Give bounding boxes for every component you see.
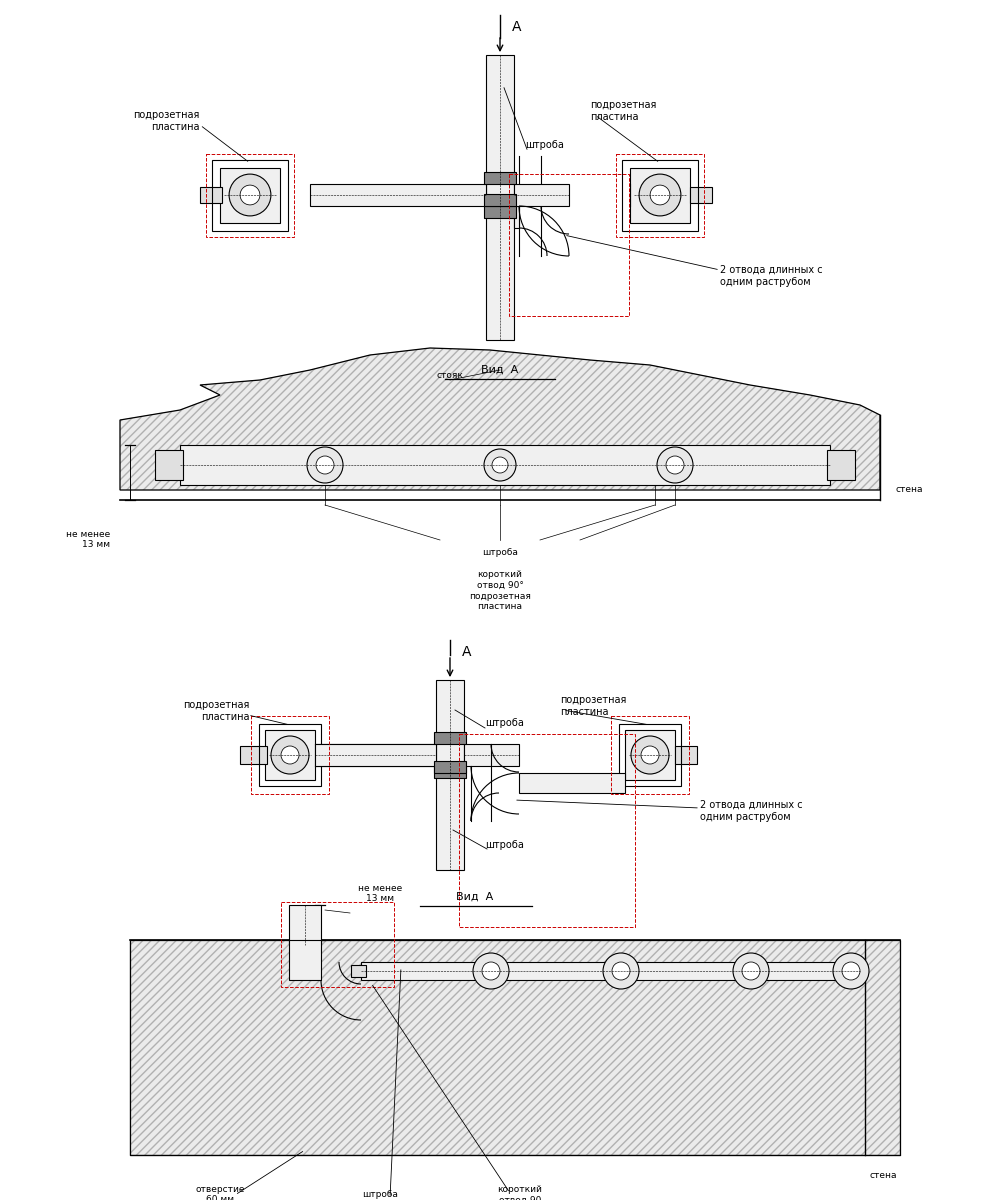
Bar: [351, 965, 366, 977]
Text: стена: стена: [895, 486, 922, 494]
Circle shape: [641, 746, 659, 764]
Bar: [212, 160, 288, 230]
Bar: [251, 716, 329, 794]
Text: подрозетная
пластина: подрозетная пластина: [184, 700, 250, 721]
Circle shape: [473, 953, 509, 989]
Bar: [434, 732, 466, 744]
Bar: [827, 450, 855, 480]
Circle shape: [307, 446, 343, 482]
Circle shape: [631, 736, 669, 774]
Circle shape: [657, 446, 693, 482]
Bar: [611, 716, 689, 794]
Bar: [514, 184, 569, 206]
Text: 2 отвода длинных с
одним раструбом: 2 отвода длинных с одним раструбом: [720, 265, 823, 287]
Bar: [616, 154, 704, 236]
Text: штроба: штроба: [485, 718, 524, 728]
Bar: [675, 746, 697, 764]
Bar: [434, 761, 466, 773]
Circle shape: [482, 962, 500, 980]
Circle shape: [240, 185, 260, 205]
Circle shape: [833, 953, 869, 989]
Text: подрозетная
пластина: подрозетная пластина: [134, 110, 200, 132]
Circle shape: [229, 174, 271, 216]
Bar: [690, 187, 712, 203]
Bar: [459, 734, 635, 926]
Text: короткий
отвод 90°: короткий отвод 90°: [477, 570, 523, 589]
Text: стояк: стояк: [437, 371, 463, 380]
Polygon shape: [120, 348, 880, 490]
Bar: [464, 744, 519, 766]
Text: А: А: [512, 20, 522, 34]
Bar: [206, 154, 294, 236]
Bar: [310, 184, 486, 206]
Bar: [622, 160, 698, 230]
Text: подрозетная
пластина: подрозетная пластина: [469, 592, 531, 611]
Bar: [509, 174, 629, 316]
Bar: [484, 172, 516, 184]
Bar: [220, 168, 280, 223]
Circle shape: [733, 953, 769, 989]
Bar: [486, 55, 514, 340]
Bar: [289, 940, 321, 980]
Text: стена: стена: [870, 1170, 898, 1180]
Bar: [619, 724, 681, 786]
Bar: [240, 746, 267, 764]
Text: Вид  A: Вид A: [481, 365, 519, 374]
Bar: [361, 962, 860, 980]
Bar: [315, 744, 436, 766]
Text: подрозетная
пластина: подрозетная пластина: [560, 695, 626, 716]
Circle shape: [650, 185, 670, 205]
Bar: [835, 965, 865, 977]
Text: отверстие
60 мм: отверстие 60 мм: [195, 1186, 245, 1200]
Text: штроба: штроба: [362, 1190, 398, 1199]
Bar: [625, 730, 675, 780]
Polygon shape: [130, 940, 900, 1154]
Bar: [259, 724, 321, 786]
Bar: [514, 206, 519, 228]
Bar: [630, 168, 690, 223]
Text: штроба: штроба: [485, 840, 524, 850]
Bar: [180, 445, 830, 485]
Bar: [484, 194, 516, 206]
Circle shape: [842, 962, 860, 980]
Text: 2 отвода длинных с
одним раструбом: 2 отвода длинных с одним раструбом: [700, 800, 803, 822]
Bar: [281, 902, 394, 986]
Circle shape: [281, 746, 299, 764]
Circle shape: [742, 962, 760, 980]
Bar: [289, 905, 321, 946]
Bar: [436, 680, 464, 870]
Text: короткий
отвод 90: короткий отвод 90: [498, 1186, 542, 1200]
Circle shape: [484, 449, 516, 481]
Bar: [200, 187, 222, 203]
Bar: [434, 766, 466, 778]
Circle shape: [316, 456, 334, 474]
Circle shape: [612, 962, 630, 980]
Bar: [265, 730, 315, 780]
Circle shape: [492, 457, 508, 473]
Circle shape: [603, 953, 639, 989]
Text: подрозетная
пластина: подрозетная пластина: [590, 100, 656, 121]
Circle shape: [639, 174, 681, 216]
Text: Вид  A: Вид A: [456, 892, 494, 902]
Text: штроба: штроба: [525, 140, 564, 150]
Text: А: А: [462, 646, 472, 659]
Text: не менее
13 мм: не менее 13 мм: [358, 883, 402, 902]
Circle shape: [271, 736, 309, 774]
Bar: [519, 773, 625, 793]
Bar: [155, 450, 183, 480]
Text: штроба: штроба: [482, 548, 518, 557]
Circle shape: [666, 456, 684, 474]
Text: не менее
13 мм: не менее 13 мм: [66, 530, 110, 550]
Bar: [484, 206, 516, 218]
